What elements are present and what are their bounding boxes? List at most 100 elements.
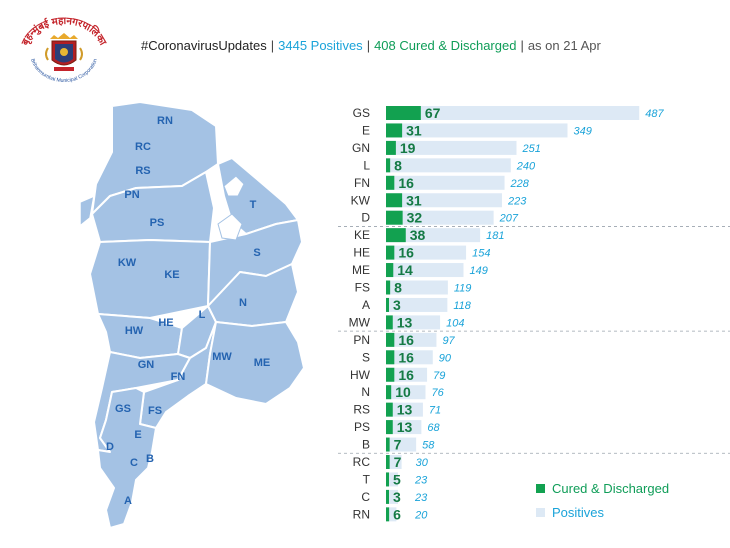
positives-value-label: 240 [516, 160, 536, 172]
positives-value-label: 68 [427, 422, 440, 434]
cured-value-label: 3 [393, 297, 401, 313]
cured-bar [386, 280, 391, 295]
cured-value-label: 16 [398, 332, 414, 348]
bar-row-me: ME 14 149 [352, 262, 488, 278]
cured-value-label: 6 [393, 506, 401, 522]
positives-bar [386, 367, 428, 382]
category-label: FN [354, 176, 370, 190]
positives-value-label: 349 [573, 125, 591, 137]
bar-row-t: T 5 23 [363, 471, 428, 487]
bar-row-d: D 32 207 [361, 210, 519, 226]
positives-value-label: 154 [472, 248, 490, 260]
ward-label-fn: FN [171, 371, 186, 383]
positives-bar [386, 385, 426, 400]
positives-bar [386, 175, 505, 190]
cured-value-label: 13 [397, 402, 413, 418]
positives-value-label: 23 [414, 492, 428, 504]
positives-value-label: 118 [453, 300, 471, 312]
bar-row-ps: PS 13 68 [354, 419, 440, 435]
cured-value-label: 31 [406, 122, 422, 138]
category-label: N [361, 385, 370, 399]
ward-label-s: S [253, 247, 260, 259]
positives-value-label: 104 [446, 317, 464, 329]
positives-value-label: 149 [469, 265, 487, 277]
category-label: RN [353, 507, 370, 521]
bar-row-pn: PN 16 97 [353, 332, 455, 348]
positives-bar [386, 489, 398, 504]
ward-label-gs: GS [115, 403, 131, 415]
positives-value-label: 223 [507, 195, 527, 207]
cured-bar [386, 315, 393, 330]
lake-vihar-icon [223, 175, 245, 197]
ward-shape-m [205, 321, 305, 405]
bmc-logo: बृहन्मुंबई महानगरपालिका Brihanmumbai Mun… [20, 16, 109, 84]
positives-bar [386, 158, 511, 173]
category-label: L [363, 158, 370, 172]
positives-value-label: 30 [416, 457, 429, 469]
ward-label-rs: RS [135, 165, 150, 177]
category-label: T [363, 472, 371, 486]
positives-bar [386, 280, 448, 295]
positives-value-label: 181 [486, 230, 504, 242]
bar-row-gs: GS 67 487 [353, 105, 665, 121]
category-label: C [361, 490, 370, 504]
cured-bar [386, 420, 393, 435]
ward-label-t: T [250, 199, 257, 211]
category-label: FS [355, 281, 370, 295]
ward-label-n: N [239, 297, 247, 309]
cured-value-label: 13 [397, 419, 413, 435]
chart-legend: Cured & Discharged Positives [536, 476, 669, 524]
category-label: D [361, 211, 370, 225]
cured-bar [386, 193, 403, 208]
cured-value-label: 16 [398, 245, 414, 261]
ward-label-rn: RN [157, 115, 173, 127]
cured-value-label: 8 [394, 157, 402, 173]
cured-bar [386, 228, 406, 243]
ward-label-hw: HW [125, 325, 144, 337]
positives-value-label: 487 [645, 108, 664, 120]
cured-value-label: 19 [400, 140, 416, 156]
positives-value-label: 119 [454, 283, 472, 295]
positives-bar [386, 455, 402, 469]
bar-row-s: S 16 90 [362, 349, 452, 365]
cured-bar [386, 123, 403, 138]
cured-bar [386, 402, 393, 417]
positives-value-label: 71 [429, 405, 441, 417]
category-label: A [362, 298, 370, 312]
positives-value-label: 228 [510, 178, 530, 190]
positives-bar [386, 350, 433, 365]
ward-label-d: D [106, 441, 114, 453]
bar-row-hw: HW 16 79 [350, 367, 445, 383]
ward-label-l: L [199, 309, 206, 321]
positives-bar [386, 507, 397, 522]
category-label: RS [353, 403, 370, 417]
map-ward-labels: RN RC RS PN PS T KW KE S N HW HE L GN FN MW ME GS FS E D C B A [106, 115, 270, 507]
positives-bar [386, 402, 423, 417]
positives-bar [386, 106, 640, 120]
cured-bar [386, 385, 392, 400]
ward-label-ke: KE [164, 269, 179, 281]
bar-row-l: L 8 240 [363, 157, 536, 173]
cured-value-label: 31 [406, 192, 422, 208]
category-label: E [362, 123, 370, 137]
logo-crest-icon [45, 33, 83, 71]
legend-swatch-positives [536, 507, 545, 517]
ward-label-ps: PS [150, 217, 165, 229]
cured-bar [386, 245, 395, 260]
cured-value-label: 10 [395, 384, 411, 400]
category-label: KW [351, 193, 371, 207]
positives-bar [386, 263, 464, 278]
category-label: GS [353, 106, 370, 120]
ward-label-me: ME [254, 357, 271, 369]
category-label: MW [349, 315, 371, 329]
bar-row-ke: KE 38 181 [354, 227, 504, 243]
positives-bar [386, 420, 422, 435]
bar-row-e: E 31 349 [362, 122, 592, 138]
cured-bar [386, 332, 395, 347]
category-label: PS [354, 420, 370, 434]
hashtag-text: #CoronavirusUpdates [141, 38, 267, 53]
headline: #CoronavirusUpdates | 3445 Positives | 408 C… [141, 38, 601, 53]
legend-swatch-cured [536, 483, 545, 493]
cured-value-label: 7 [394, 437, 402, 453]
